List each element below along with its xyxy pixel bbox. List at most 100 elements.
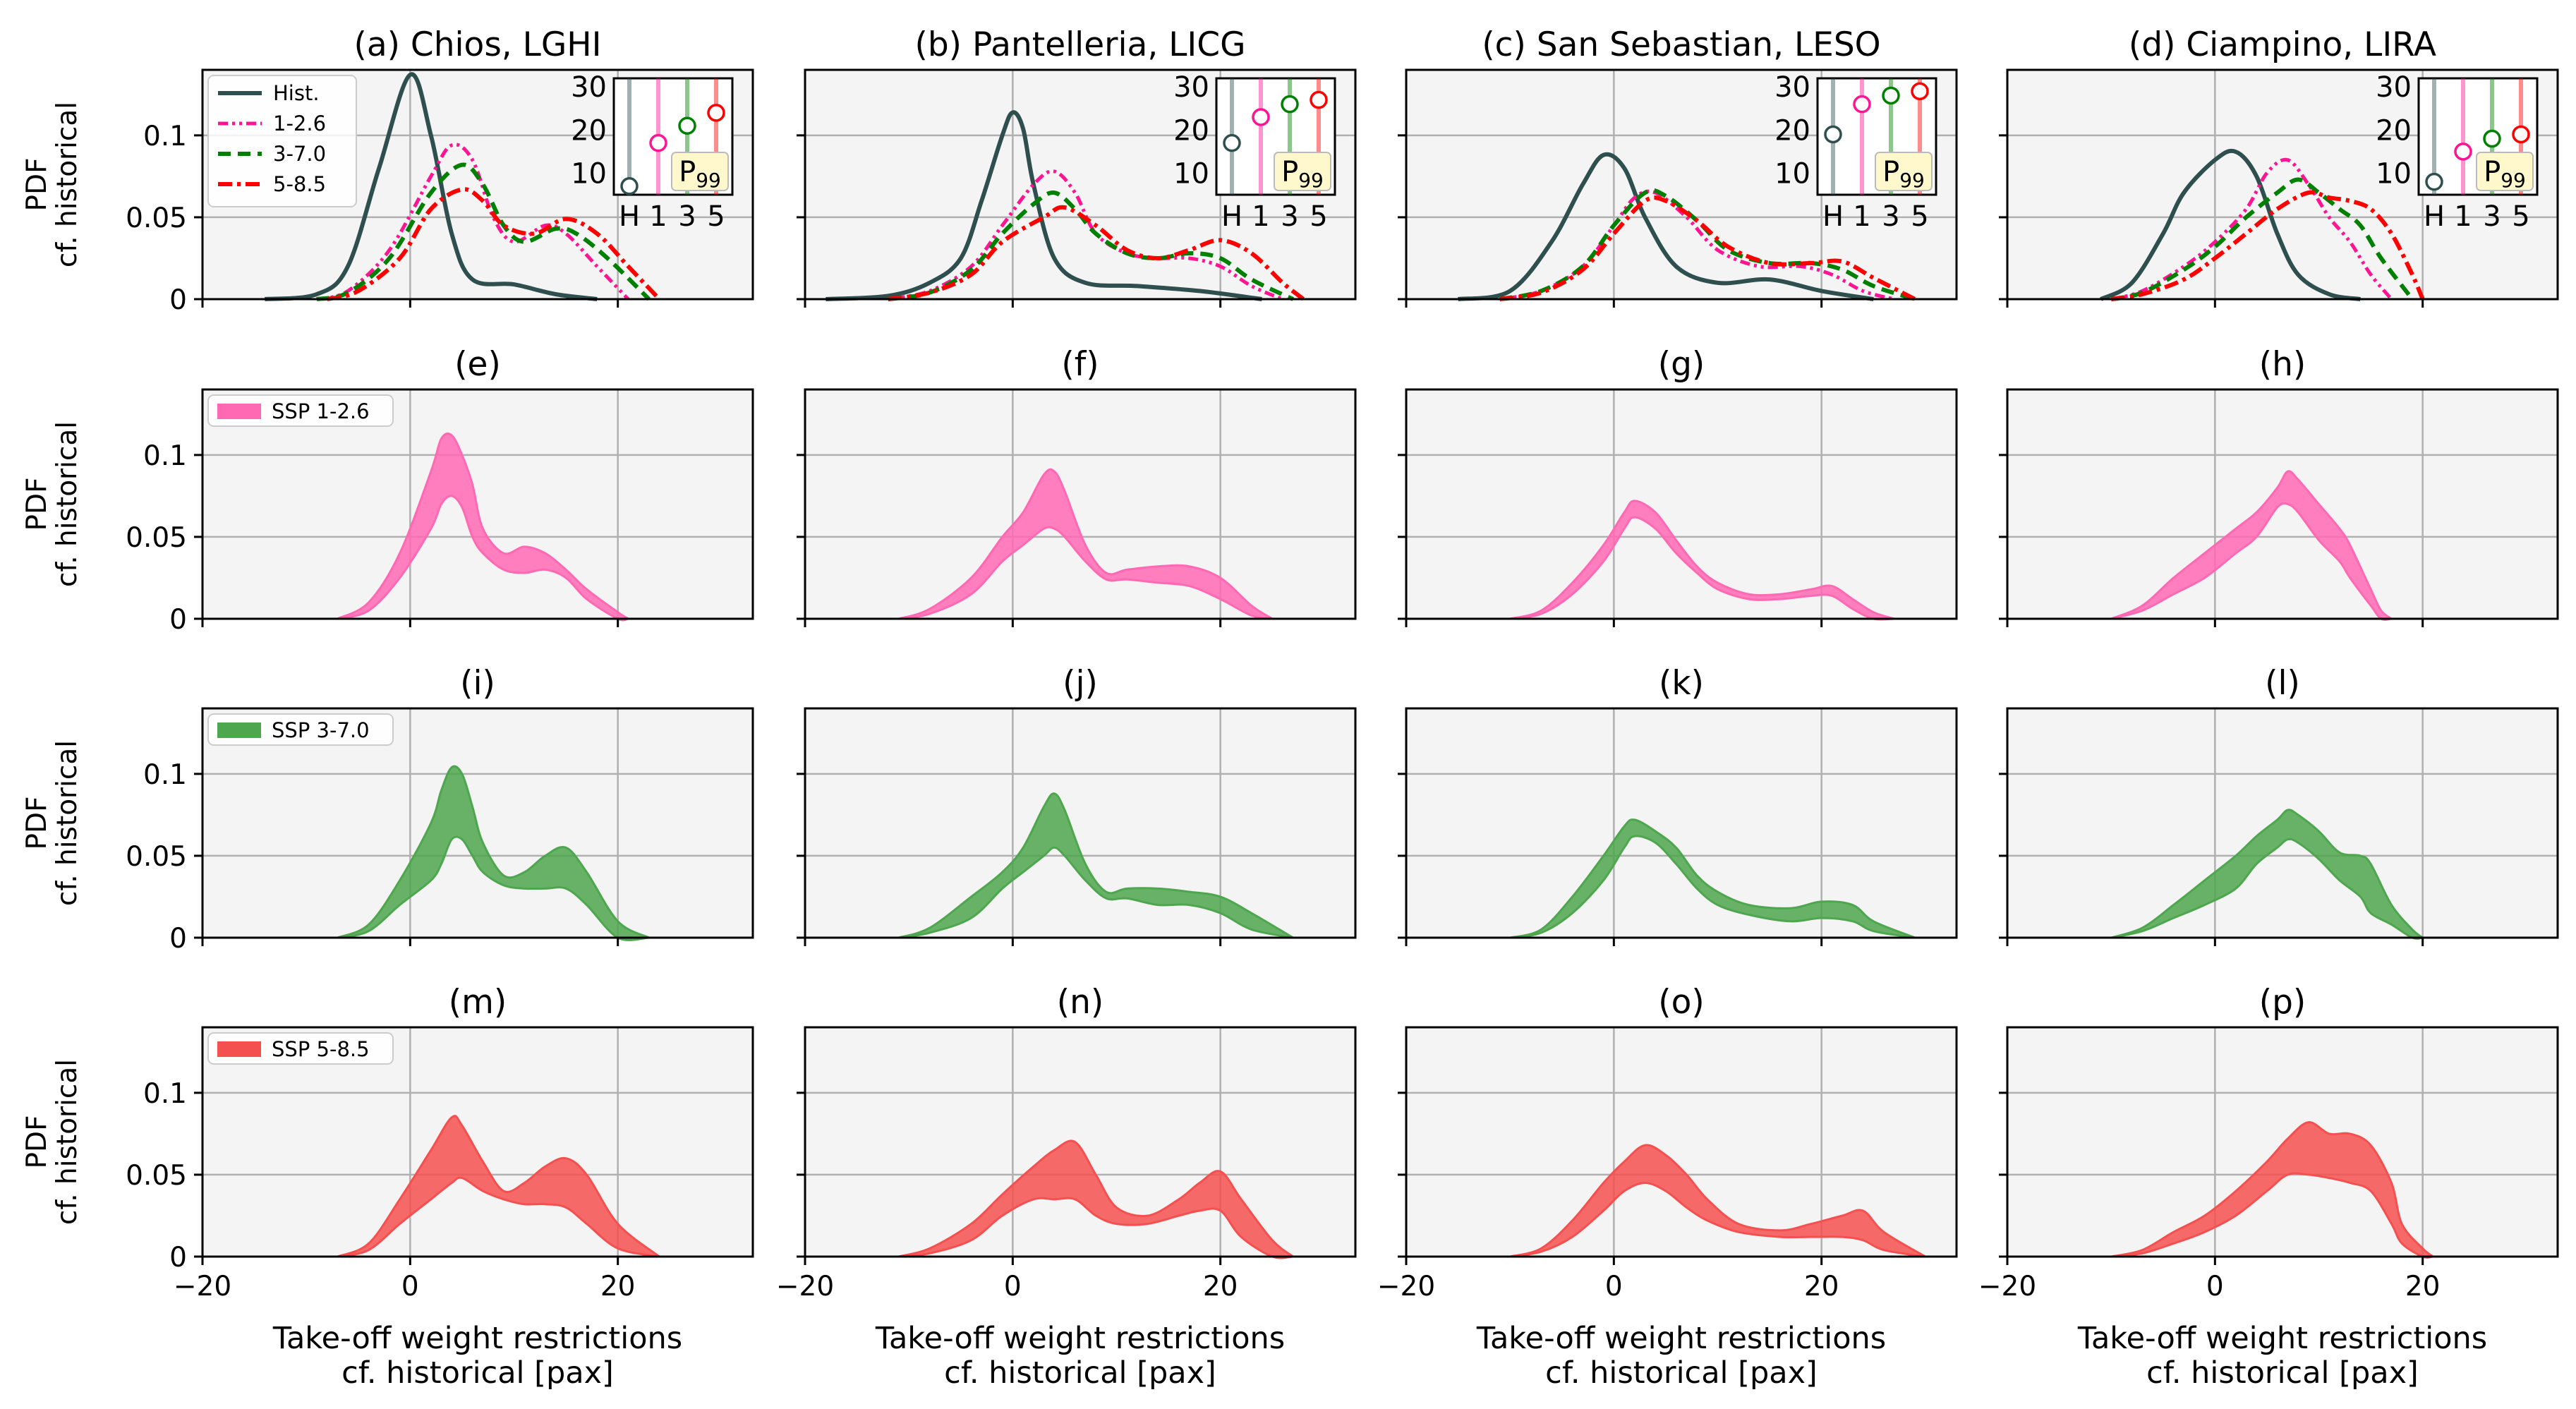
x-tick-label: −20 <box>776 1271 834 1302</box>
curve-hist <box>265 72 598 301</box>
y-tick-label: 0.1 <box>143 1078 187 1110</box>
plot-frame <box>2006 388 2559 620</box>
panel-title: (k) <box>1659 664 1704 703</box>
y-tick-label: 0.1 <box>143 759 187 791</box>
inset-x-tick-label: 3 <box>1882 200 1899 233</box>
inset-label-main: P <box>679 156 696 188</box>
curve-hist <box>2100 148 2361 301</box>
inset-marker <box>2425 172 2443 191</box>
y-axis-label: cf. historical <box>52 1059 83 1225</box>
inset-label-main: P <box>2484 156 2501 188</box>
inset-label-box <box>1875 152 1933 191</box>
x-axis-label: Take-off weight restrictions <box>2077 1321 2487 1356</box>
y-axis-label: PDF <box>21 797 53 850</box>
legend-label: 1-2.6 <box>273 111 326 135</box>
y-tick-label: 0.1 <box>143 121 187 152</box>
inset-label: P99 <box>1882 156 1925 192</box>
panel-title: (m) <box>449 983 507 1022</box>
legend-label: SSP 1-2.6 <box>272 399 370 423</box>
x-axis-label: Take-off weight restrictions <box>1476 1321 1886 1356</box>
inset-y-tick-label: 10 <box>1774 157 1810 190</box>
inset-y-tick-label: 20 <box>1774 114 1810 147</box>
panel-3-1: −20 0 20 (n) Take-off weight restrictionscf.… <box>776 983 1357 1391</box>
panel-2-2: (k) <box>1398 664 1958 946</box>
curve-hist <box>826 110 1262 301</box>
x-tick-label: 0 <box>1004 1271 1022 1302</box>
curve-ssp585 <box>888 205 1305 301</box>
x-axis-label: cf. historical [pax] <box>1545 1355 1818 1391</box>
inset-x-tick-label: 3 <box>678 200 696 233</box>
y-tick-label: 0.05 <box>126 841 187 873</box>
band-legend: SSP 5-8.5 <box>207 1032 394 1065</box>
plot-background <box>1406 708 1957 938</box>
x-tick-label: 0 <box>2206 1271 2224 1302</box>
inset-marker <box>1310 90 1328 109</box>
plot-frame <box>1405 707 1958 939</box>
inset-label-main: P <box>1281 156 1298 188</box>
panel-title: (l) <box>2265 664 2300 703</box>
inset-x-tick-label: H <box>1822 200 1844 233</box>
x-tick-label: −20 <box>1978 1271 2036 1302</box>
panel-title: (f) <box>1061 345 1099 384</box>
inset-marker <box>649 133 667 152</box>
band-legend: SSP 1-2.6 <box>207 394 394 427</box>
band-band585 <box>337 1115 660 1258</box>
legend-label: 5-8.5 <box>273 172 326 196</box>
legend-swatch <box>217 722 261 738</box>
plot-frame <box>201 707 754 939</box>
inset-label-subscript: 99 <box>1298 169 1324 192</box>
legend-label: SSP 5-8.5 <box>272 1037 370 1061</box>
inset-marker <box>1853 95 1871 114</box>
panel-1-1: (f) <box>797 345 1357 627</box>
inset-marker <box>1824 125 1842 144</box>
legend-label: SSP 3-7.0 <box>272 718 370 742</box>
inset-y-tick-label: 10 <box>571 157 607 190</box>
legend-swatch <box>217 404 261 419</box>
y-tick-label: 0.05 <box>126 202 187 234</box>
plot-background <box>805 708 1355 938</box>
panel-title: (n) <box>1057 983 1103 1022</box>
inset-x-tick-label: 3 <box>1281 200 1298 233</box>
inset-label: P99 <box>1281 156 1324 192</box>
y-tick-label: 0 <box>169 604 187 636</box>
plot-frame <box>2006 68 2559 301</box>
panel-title: (d) Ciampino, LIRA <box>2129 25 2436 64</box>
y-axis-label: cf. historical <box>52 102 83 267</box>
inset-label-box <box>1274 152 1331 191</box>
inset-marker <box>678 116 696 135</box>
y-tick-label: 0 <box>169 1242 187 1274</box>
plot-frame <box>1405 1026 1958 1258</box>
inset-label-box <box>2476 152 2534 191</box>
y-tick-label: 0.1 <box>143 440 187 472</box>
inset-y-tick-label: 30 <box>1774 71 1810 104</box>
inset-x-tick-label: 1 <box>649 200 667 233</box>
x-axis-label: cf. historical [pax] <box>944 1355 1216 1391</box>
x-axis-label: Take-off weight restrictions <box>875 1321 1285 1356</box>
inset-marker <box>1281 95 1299 114</box>
panel-title: (b) Pantelleria, LICG <box>915 25 1246 64</box>
panel-title: (j) <box>1063 664 1098 703</box>
x-tick-label: −20 <box>174 1271 231 1302</box>
x-tick-label: 20 <box>600 1271 636 1302</box>
plot-frame <box>201 388 754 620</box>
plot-background <box>805 1027 1355 1257</box>
inset-x-tick-label: 5 <box>2512 200 2529 233</box>
band-legend: SSP 3-7.0 <box>207 713 394 746</box>
y-axis-label: PDF <box>21 1115 53 1169</box>
inset-marker <box>620 177 639 195</box>
inset-x-tick-label: 1 <box>1252 200 1269 233</box>
inset-y-tick-label: 20 <box>571 114 607 147</box>
inset-x-tick-label: 1 <box>2454 200 2472 233</box>
panel-2-3: (l) <box>1999 664 2559 946</box>
curve-hist <box>1458 152 1874 301</box>
panel-title: (p) <box>2259 983 2306 1022</box>
top-legend: Hist. 1-2.6 3-7.0 5-8.5 <box>207 75 357 207</box>
panel-2-1: (j) <box>797 664 1357 946</box>
plot-frame <box>804 1026 1357 1258</box>
